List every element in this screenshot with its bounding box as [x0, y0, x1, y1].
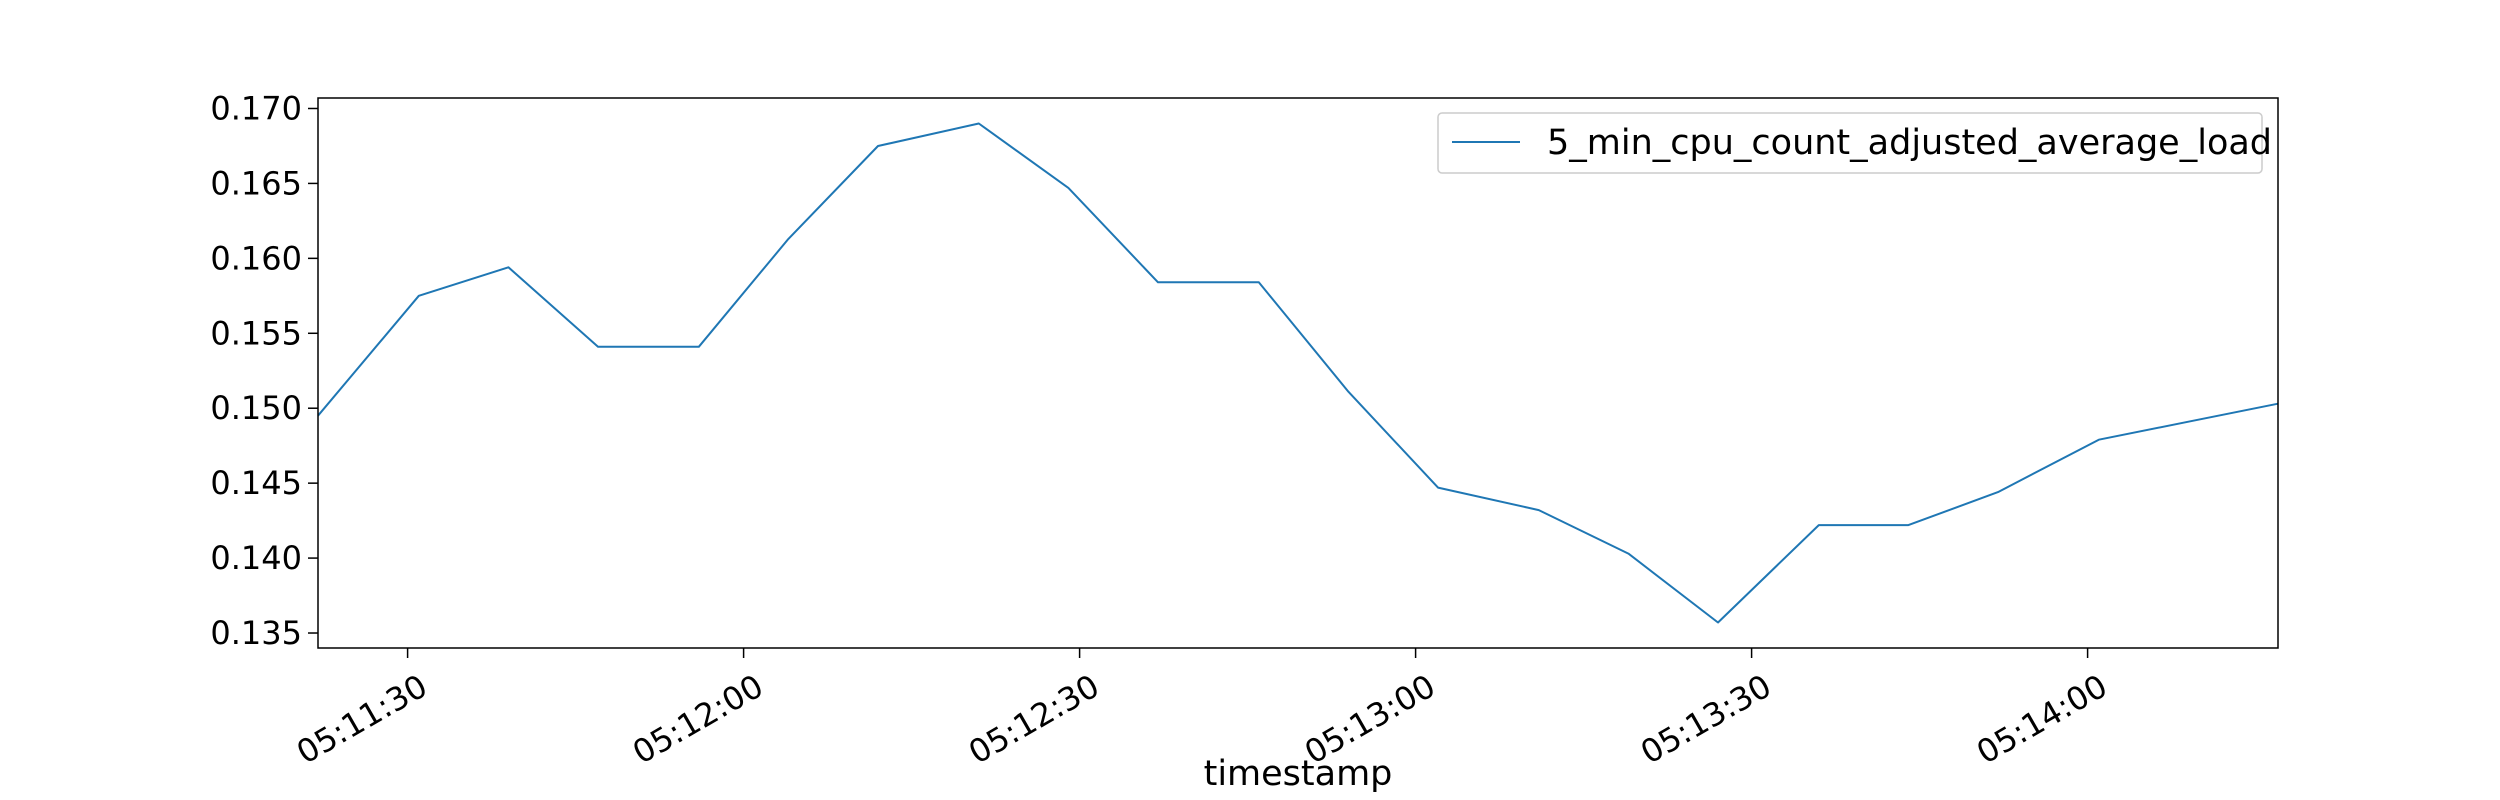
legend-label: 5_min_cpu_count_adjusted_average_load: [1547, 123, 2272, 163]
y-tick-label: 0.170: [210, 89, 302, 127]
y-tick-label: 0.165: [210, 164, 302, 202]
y-tick-label: 0.155: [210, 314, 302, 352]
y-tick-label: 0.160: [210, 239, 302, 277]
y-tick-label: 0.150: [210, 389, 302, 427]
plot-area: [317, 122, 2279, 624]
plot-frame: [317, 97, 2279, 649]
y-tick-label: 0.140: [210, 539, 302, 577]
legend: 5_min_cpu_count_adjusted_average_load: [1437, 112, 2272, 174]
y-axis: 0.135 0.140 0.145 0.150 0.155 0.160 0.165 0.170: [210, 89, 318, 652]
y-tick-label: 0.145: [210, 464, 302, 502]
y-tick-label: 0.135: [210, 614, 302, 652]
x-axis-label: timestamp: [1204, 754, 1393, 794]
legend-box: [1437, 112, 2263, 174]
series-line: [317, 122, 2279, 624]
